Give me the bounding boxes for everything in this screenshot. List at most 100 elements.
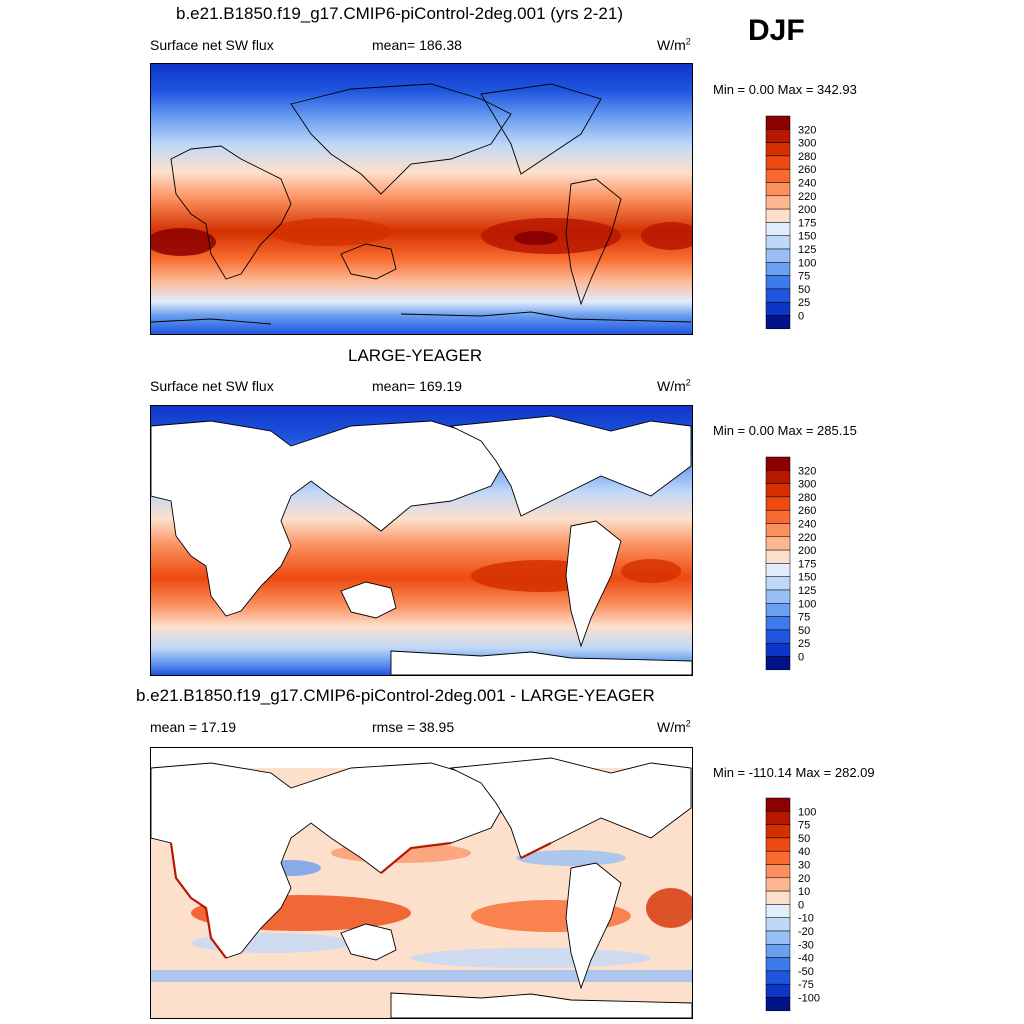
colorbar-swatch [765, 589, 791, 604]
colorbar-swatch [765, 536, 791, 551]
panel-2-minmax: Min = 0.00 Max = 285.15 [713, 423, 857, 438]
colorbar-swatch [765, 222, 791, 236]
colorbar-swatch [765, 850, 791, 865]
colorbar-swatch [765, 301, 791, 316]
season-label: DJF [748, 14, 805, 47]
panel-3-mean-label: mean = 17.19 [150, 719, 237, 735]
colorbar-swatch [765, 629, 791, 644]
colorbar-tick-label: 200 [798, 545, 816, 557]
colorbar-tick-label: 75 [798, 271, 810, 283]
colorbar-swatch [765, 811, 791, 825]
colorbar-tick-label: 175 [798, 217, 816, 229]
colorbar-tick-label: 175 [798, 558, 816, 570]
panel-3-minmax: Min = -110.14 Max = 282.09 [713, 765, 875, 780]
colorbar-tick-label: 320 [798, 465, 816, 477]
panel-3-rmse-label: rmse = 38.95 [372, 719, 455, 735]
colorbar-swatch [765, 997, 791, 1012]
colorbar-swatch [765, 168, 791, 183]
colorbar-tick-label: 240 [798, 519, 816, 531]
colorbar-tick-label: 75 [798, 820, 810, 832]
colorbar-swatch [765, 549, 791, 564]
colorbar-tick-label: 125 [798, 585, 816, 597]
colorbar-tick-label: 25 [798, 638, 810, 650]
colorbar-swatch [765, 155, 791, 170]
panel-3-units: W/m2 [657, 718, 691, 735]
colorbar-tick-label: 260 [798, 164, 816, 176]
colorbar-swatch [765, 208, 791, 223]
colorbar-tick-label: -100 [798, 993, 820, 1005]
colorbar-swatch [765, 824, 791, 839]
colorbar-tick-label: 300 [798, 479, 816, 491]
colorbar-swatch [765, 603, 791, 617]
colorbar-tick-label: 50 [798, 284, 810, 296]
colorbar-tick-label: 300 [798, 138, 816, 150]
colorbar-tick-label: -10 [798, 913, 814, 925]
colorbar-tick-label: 75 [798, 612, 810, 624]
panel-1-title: b.e21.B1850.f19_g17.CMIP6-piControl-2deg… [176, 4, 623, 23]
colorbar-swatch [765, 616, 791, 631]
colorbar-tick-label: 0 [798, 899, 804, 911]
colorbar-swatch [765, 797, 791, 812]
colorbar-swatch [765, 115, 791, 130]
colorbar-tick-label: -75 [798, 979, 814, 991]
panel-1-minmax: Min = 0.00 Max = 342.93 [713, 82, 857, 97]
colorbar-swatch [765, 890, 791, 905]
panel-2-title: LARGE-YEAGER [348, 346, 483, 365]
colorbar-swatch [765, 195, 791, 210]
colorbar-swatch [765, 129, 791, 143]
colorbar-swatch [765, 970, 791, 985]
colorbar-swatch [765, 917, 791, 932]
colorbar-swatch [765, 642, 791, 657]
colorbar-swatch [765, 496, 791, 511]
colorbar-swatch [765, 142, 791, 157]
colorbar-swatch [765, 576, 791, 591]
colorbar-swatch [765, 837, 791, 852]
panel-1-maxima-core [514, 231, 558, 245]
colorbar-swatch [765, 656, 791, 671]
colorbar-swatch [765, 523, 791, 538]
colorbar-tick-label: 100 [798, 806, 816, 818]
colorbar-tick-label: 10 [798, 886, 810, 898]
colorbar-swatch [765, 288, 791, 303]
panel-2-mean-label: mean= 169.19 [372, 378, 462, 394]
colorbar-tick-label: 220 [798, 532, 816, 544]
panel-1-map [150, 63, 693, 335]
colorbar-tick-label: 150 [798, 231, 816, 243]
colorbar-swatch [765, 470, 791, 484]
colorbar-tick-label: 40 [798, 846, 810, 858]
panel-1-variable-label: Surface net SW flux [150, 37, 274, 53]
panel-1-units: W/m2 [657, 36, 691, 53]
colorbar-swatch [765, 983, 791, 998]
colorbar-tick-label: 50 [798, 625, 810, 637]
colorbar-tick-label: 30 [798, 860, 810, 872]
panel-2-colorbar: 320 300 280 260 240 220 200 175 150 125 100 75 50 25 0 [765, 456, 816, 671]
colorbar-swatch [765, 904, 791, 918]
colorbar-swatch [765, 930, 791, 945]
panel-3-map [150, 747, 693, 1019]
panel-3-colorbar: 100 75 50 40 30 20 10 0 -10 -20 -30 -40 -50 -75 -100 [765, 797, 820, 1012]
colorbar-swatch [765, 957, 791, 972]
colorbar-swatch [765, 248, 791, 263]
colorbar-tick-label: 280 [798, 151, 816, 163]
colorbar-tick-label: -30 [798, 939, 814, 951]
colorbar-tick-label: 200 [798, 204, 816, 216]
colorbar-tick-label: 260 [798, 505, 816, 517]
colorbar-tick-label: 20 [798, 873, 810, 885]
colorbar-swatch [765, 944, 791, 958]
colorbar-swatch [765, 483, 791, 498]
panel-2-variable-label: Surface net SW flux [150, 378, 274, 394]
colorbar-tick-label: 320 [798, 124, 816, 136]
colorbar-tick-label: 100 [798, 598, 816, 610]
panel-1-colorbar: 320 300 280 260 240 220 200 175 150 125 100 75 50 25 0 [765, 115, 816, 330]
colorbar-swatch [765, 315, 791, 330]
panel-3-title: b.e21.B1850.f19_g17.CMIP6-piControl-2deg… [136, 686, 655, 705]
colorbar-tick-label: 0 [798, 652, 804, 664]
colorbar-tick-label: 240 [798, 178, 816, 190]
colorbar-tick-label: -40 [798, 953, 814, 965]
colorbar-swatch [765, 275, 791, 290]
panel-1-field [151, 64, 692, 334]
colorbar-swatch [765, 262, 791, 276]
